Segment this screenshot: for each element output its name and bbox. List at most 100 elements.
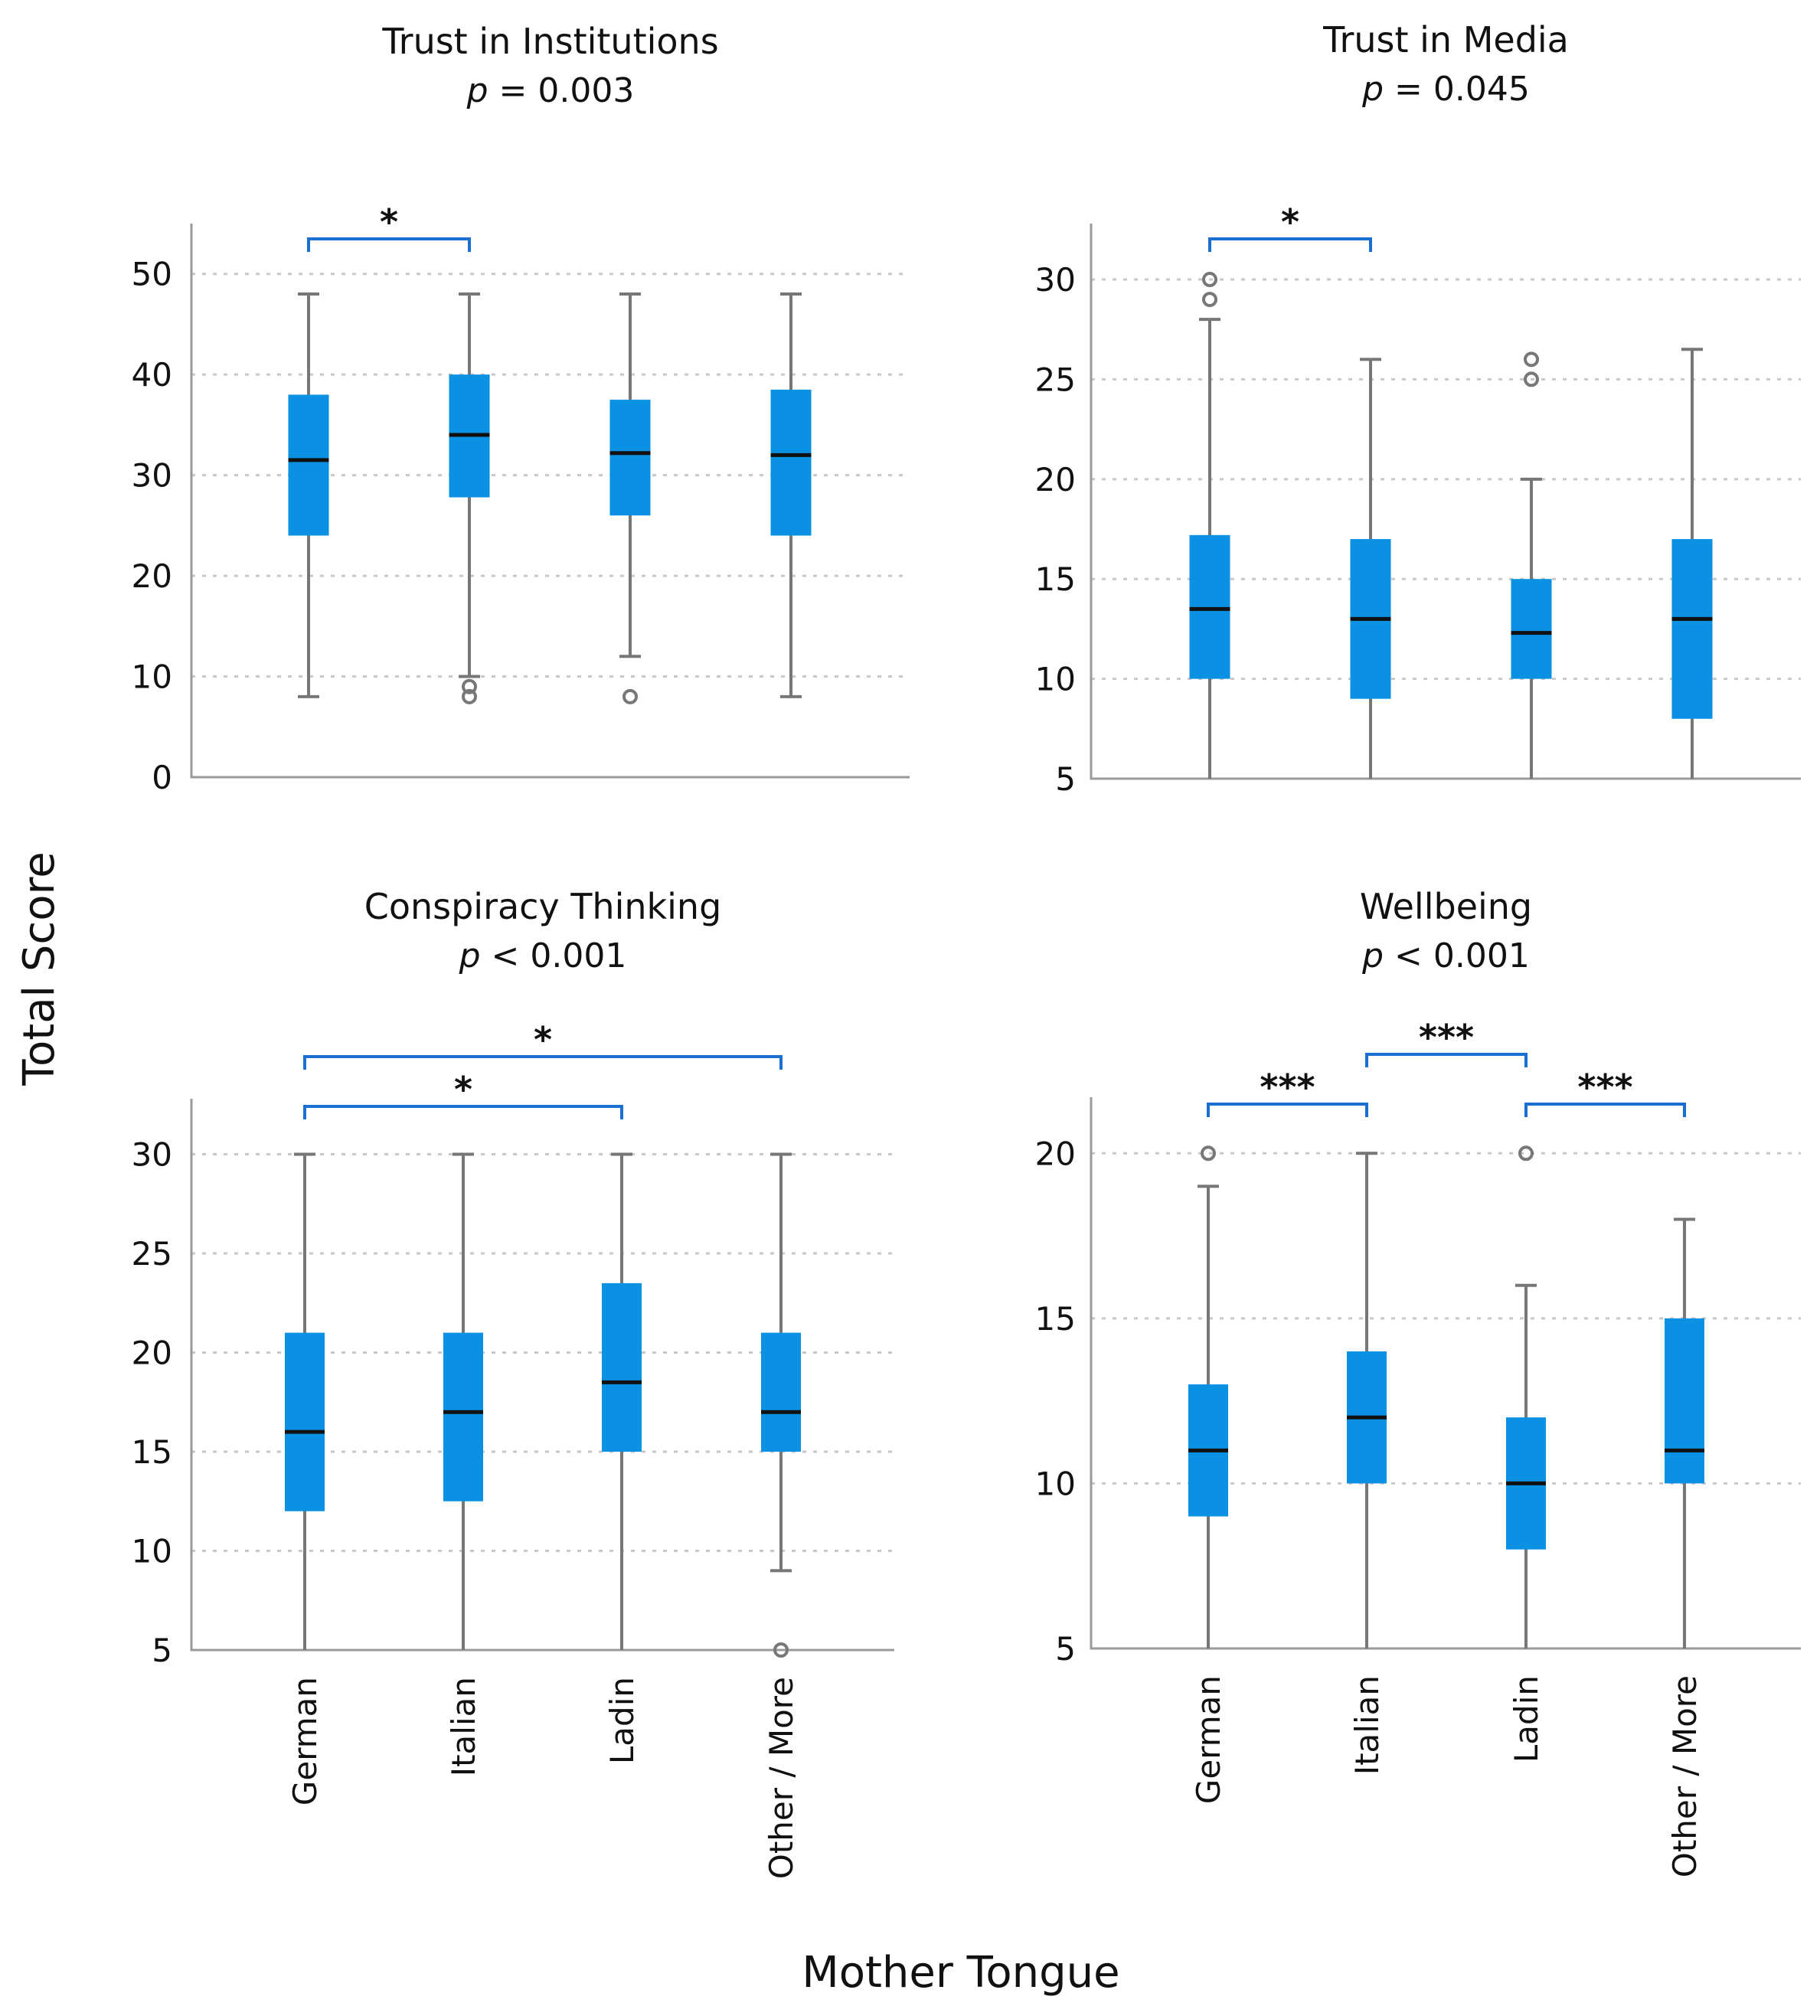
- outlier-point: [622, 688, 638, 704]
- iqr-box: [761, 1332, 801, 1452]
- y-tick-label: 25: [132, 1235, 172, 1273]
- outlier-point: [1524, 371, 1539, 387]
- p-value-label: p = 0.045: [1361, 70, 1530, 109]
- y-tick-label: 30: [1035, 261, 1076, 299]
- iqr-box: [1665, 1318, 1704, 1484]
- category-label: Ladin: [603, 1677, 641, 1764]
- box-italian: [449, 292, 490, 704]
- iqr-box: [609, 400, 651, 516]
- box-german: [1188, 1145, 1228, 1648]
- significance-label: ***: [1260, 1067, 1315, 1108]
- panel-title: Wellbeing: [1360, 886, 1532, 927]
- axis-line: [190, 1099, 894, 1652]
- p-value: = 0.045: [1384, 70, 1530, 109]
- panel-title: Trust in Media: [1322, 19, 1569, 60]
- category-label: Ladin: [1508, 1675, 1545, 1763]
- iqr-box: [602, 1282, 642, 1452]
- y-tick-label: 30: [132, 1136, 172, 1174]
- p-value-label: p = 0.003: [466, 71, 635, 110]
- iqr-box: [285, 1332, 325, 1511]
- significance-label: *: [454, 1069, 472, 1110]
- y-tick-label: 0: [152, 759, 172, 796]
- p-value-label: p < 0.001: [1361, 936, 1530, 975]
- significance-label: *: [1281, 201, 1299, 243]
- x-axis-title: Mother Tongue: [802, 1948, 1119, 1998]
- box-other-more: [1665, 1217, 1704, 1648]
- box-italian: [1350, 358, 1391, 779]
- p-symbol: p: [466, 71, 488, 110]
- box-italian: [1347, 1152, 1387, 1648]
- outlier-point: [1202, 292, 1217, 308]
- p-symbol: p: [1361, 70, 1384, 109]
- box-ladin: [602, 1152, 642, 1650]
- box-other-more: [1671, 348, 1713, 779]
- outlier-point: [1524, 351, 1539, 368]
- iqr-box: [1671, 539, 1713, 719]
- y-tick-label: 5: [1055, 760, 1076, 798]
- significance-label: *: [380, 201, 398, 243]
- y-tick-label: 20: [1035, 1135, 1076, 1172]
- iqr-box: [1189, 534, 1230, 679]
- y-tick-label: 10: [132, 658, 172, 696]
- p-value: = 0.003: [488, 71, 635, 110]
- significance-label: ***: [1419, 1017, 1474, 1058]
- box-other-more: [770, 292, 812, 698]
- panel-4: Wellbeing p < 0.001 5 10 15 20 *** *** *** German…: [1035, 886, 1801, 1877]
- y-tick-label: 20: [132, 1335, 172, 1372]
- y-tick-label: 15: [1035, 1300, 1076, 1338]
- significance-bracket: [307, 237, 471, 252]
- significance-bracket: [303, 1055, 783, 1070]
- box-german: [288, 292, 329, 698]
- axis-line: [190, 224, 910, 779]
- y-axis-title: Total Score: [15, 851, 64, 1086]
- significance-bracket: [1208, 237, 1372, 252]
- significance-bracket: [1365, 1053, 1528, 1067]
- p-symbol: p: [1361, 936, 1384, 975]
- outlier-point: [1202, 272, 1217, 288]
- p-value: < 0.001: [1384, 936, 1530, 975]
- panel-1: Trust in Institutions p = 0.003 0 10 20 30 40 5…: [132, 21, 910, 796]
- iqr-box: [288, 394, 329, 536]
- significance-bracket: [1207, 1103, 1368, 1117]
- category-label: Other / More: [763, 1677, 800, 1879]
- y-tick-label: 20: [1035, 461, 1076, 498]
- panels: Trust in Institutions p = 0.003 0 10 20 30 40 5…: [132, 19, 1801, 1879]
- iqr-box: [443, 1332, 483, 1501]
- category-label: Italian: [445, 1677, 482, 1776]
- significance-label: *: [534, 1019, 552, 1060]
- outlier-point: [462, 678, 477, 694]
- y-tick-label: 10: [1035, 1465, 1076, 1502]
- y-tick-label: 25: [1035, 361, 1076, 398]
- significance-bracket: [1524, 1103, 1686, 1117]
- y-tick-label: 5: [152, 1632, 172, 1669]
- y-tick-label: 20: [132, 557, 172, 595]
- box-italian: [443, 1152, 483, 1650]
- box-ladin: [1506, 1145, 1546, 1648]
- box-ladin: [1511, 351, 1552, 779]
- category-label: Italian: [1348, 1675, 1386, 1775]
- outlier-point: [773, 1642, 789, 1658]
- y-tick-label: 40: [132, 356, 172, 394]
- category-label: German: [1190, 1675, 1227, 1804]
- panel-title: Trust in Institutions: [381, 21, 718, 62]
- box-german: [285, 1152, 325, 1650]
- axis-line: [1090, 1097, 1801, 1650]
- y-tick-label: 15: [1035, 560, 1076, 598]
- category-label: German: [286, 1677, 324, 1805]
- iqr-box: [1511, 579, 1552, 679]
- panel-2: Trust in Media p = 0.045 5 10 15 20 25 30 *: [1035, 19, 1801, 798]
- p-symbol: p: [459, 936, 481, 975]
- box-ladin: [609, 292, 651, 704]
- box-other-more: [761, 1152, 801, 1658]
- p-value: < 0.001: [481, 936, 627, 975]
- p-value-label: p < 0.001: [459, 936, 627, 975]
- y-tick-label: 50: [132, 256, 172, 293]
- panel-3: Conspiracy Thinking p < 0.001 5 10 15 20 25 30 *…: [132, 886, 894, 1879]
- iqr-box: [770, 389, 812, 536]
- y-tick-label: 15: [132, 1433, 172, 1471]
- significance-bracket: [303, 1105, 623, 1119]
- panel-title: Conspiracy Thinking: [364, 886, 722, 927]
- box-german: [1189, 272, 1230, 779]
- y-tick-label: 10: [1035, 661, 1076, 698]
